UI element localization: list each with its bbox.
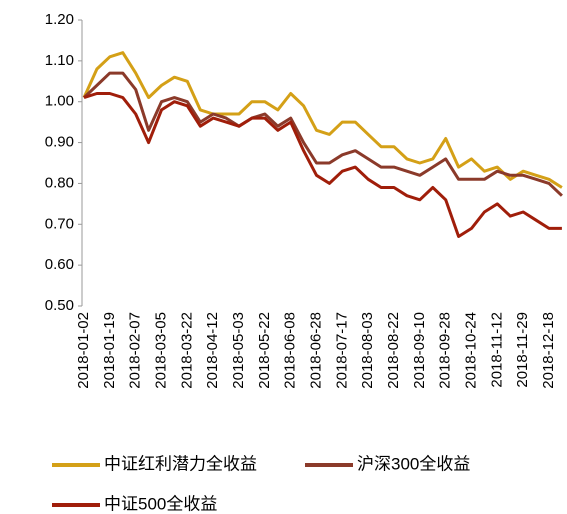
x-tick-label: 2018-06-08 (282, 312, 299, 389)
x-tick-label: 2018-12-18 (540, 312, 557, 389)
y-tick-label: 0.90 (45, 134, 74, 151)
y-tick-label: 0.80 (45, 174, 74, 191)
y-tick-label: 1.00 (45, 93, 74, 110)
x-tick-label: 2018-06-28 (307, 312, 324, 389)
series-line (83, 92, 562, 238)
x-tick-label: 2018-03-22 (178, 312, 195, 389)
legend-label: 中证红利潜力全收益 (104, 454, 257, 473)
y-tick-label: 0.70 (45, 215, 74, 232)
x-tick-label: 2018-11-12 (488, 312, 505, 388)
x-tick-label: 2018-09-10 (411, 312, 428, 389)
y-tick-label: 0.60 (45, 256, 74, 273)
x-tick-label: 2018-08-03 (359, 312, 376, 389)
y-tick-label: 0.50 (45, 297, 74, 314)
x-tick-label: 2018-08-22 (385, 312, 402, 389)
x-tick-label: 2018-05-03 (230, 312, 247, 389)
x-tick-label: 2018-10-24 (462, 312, 479, 389)
x-tick-label: 2018-11-29 (514, 312, 531, 388)
series-line (82, 71, 563, 197)
series-line (82, 51, 563, 189)
legend-label: 中证500全收益 (104, 494, 217, 513)
legend-label: 沪深300全收益 (357, 454, 470, 473)
x-tick-label: 2018-03-05 (152, 312, 169, 389)
x-tick-label: 2018-07-17 (333, 312, 350, 389)
x-tick-label: 2018-09-28 (437, 312, 454, 389)
x-tick-label: 2018-01-19 (101, 312, 118, 389)
x-tick-label: 2018-02-07 (127, 312, 144, 389)
y-tick-label: 1.20 (45, 11, 74, 28)
y-tick-label: 1.10 (45, 52, 74, 69)
x-tick-label: 2018-04-12 (204, 312, 221, 389)
x-tick-label: 2018-05-22 (256, 312, 273, 389)
x-tick-label: 2018-01-02 (75, 312, 92, 389)
